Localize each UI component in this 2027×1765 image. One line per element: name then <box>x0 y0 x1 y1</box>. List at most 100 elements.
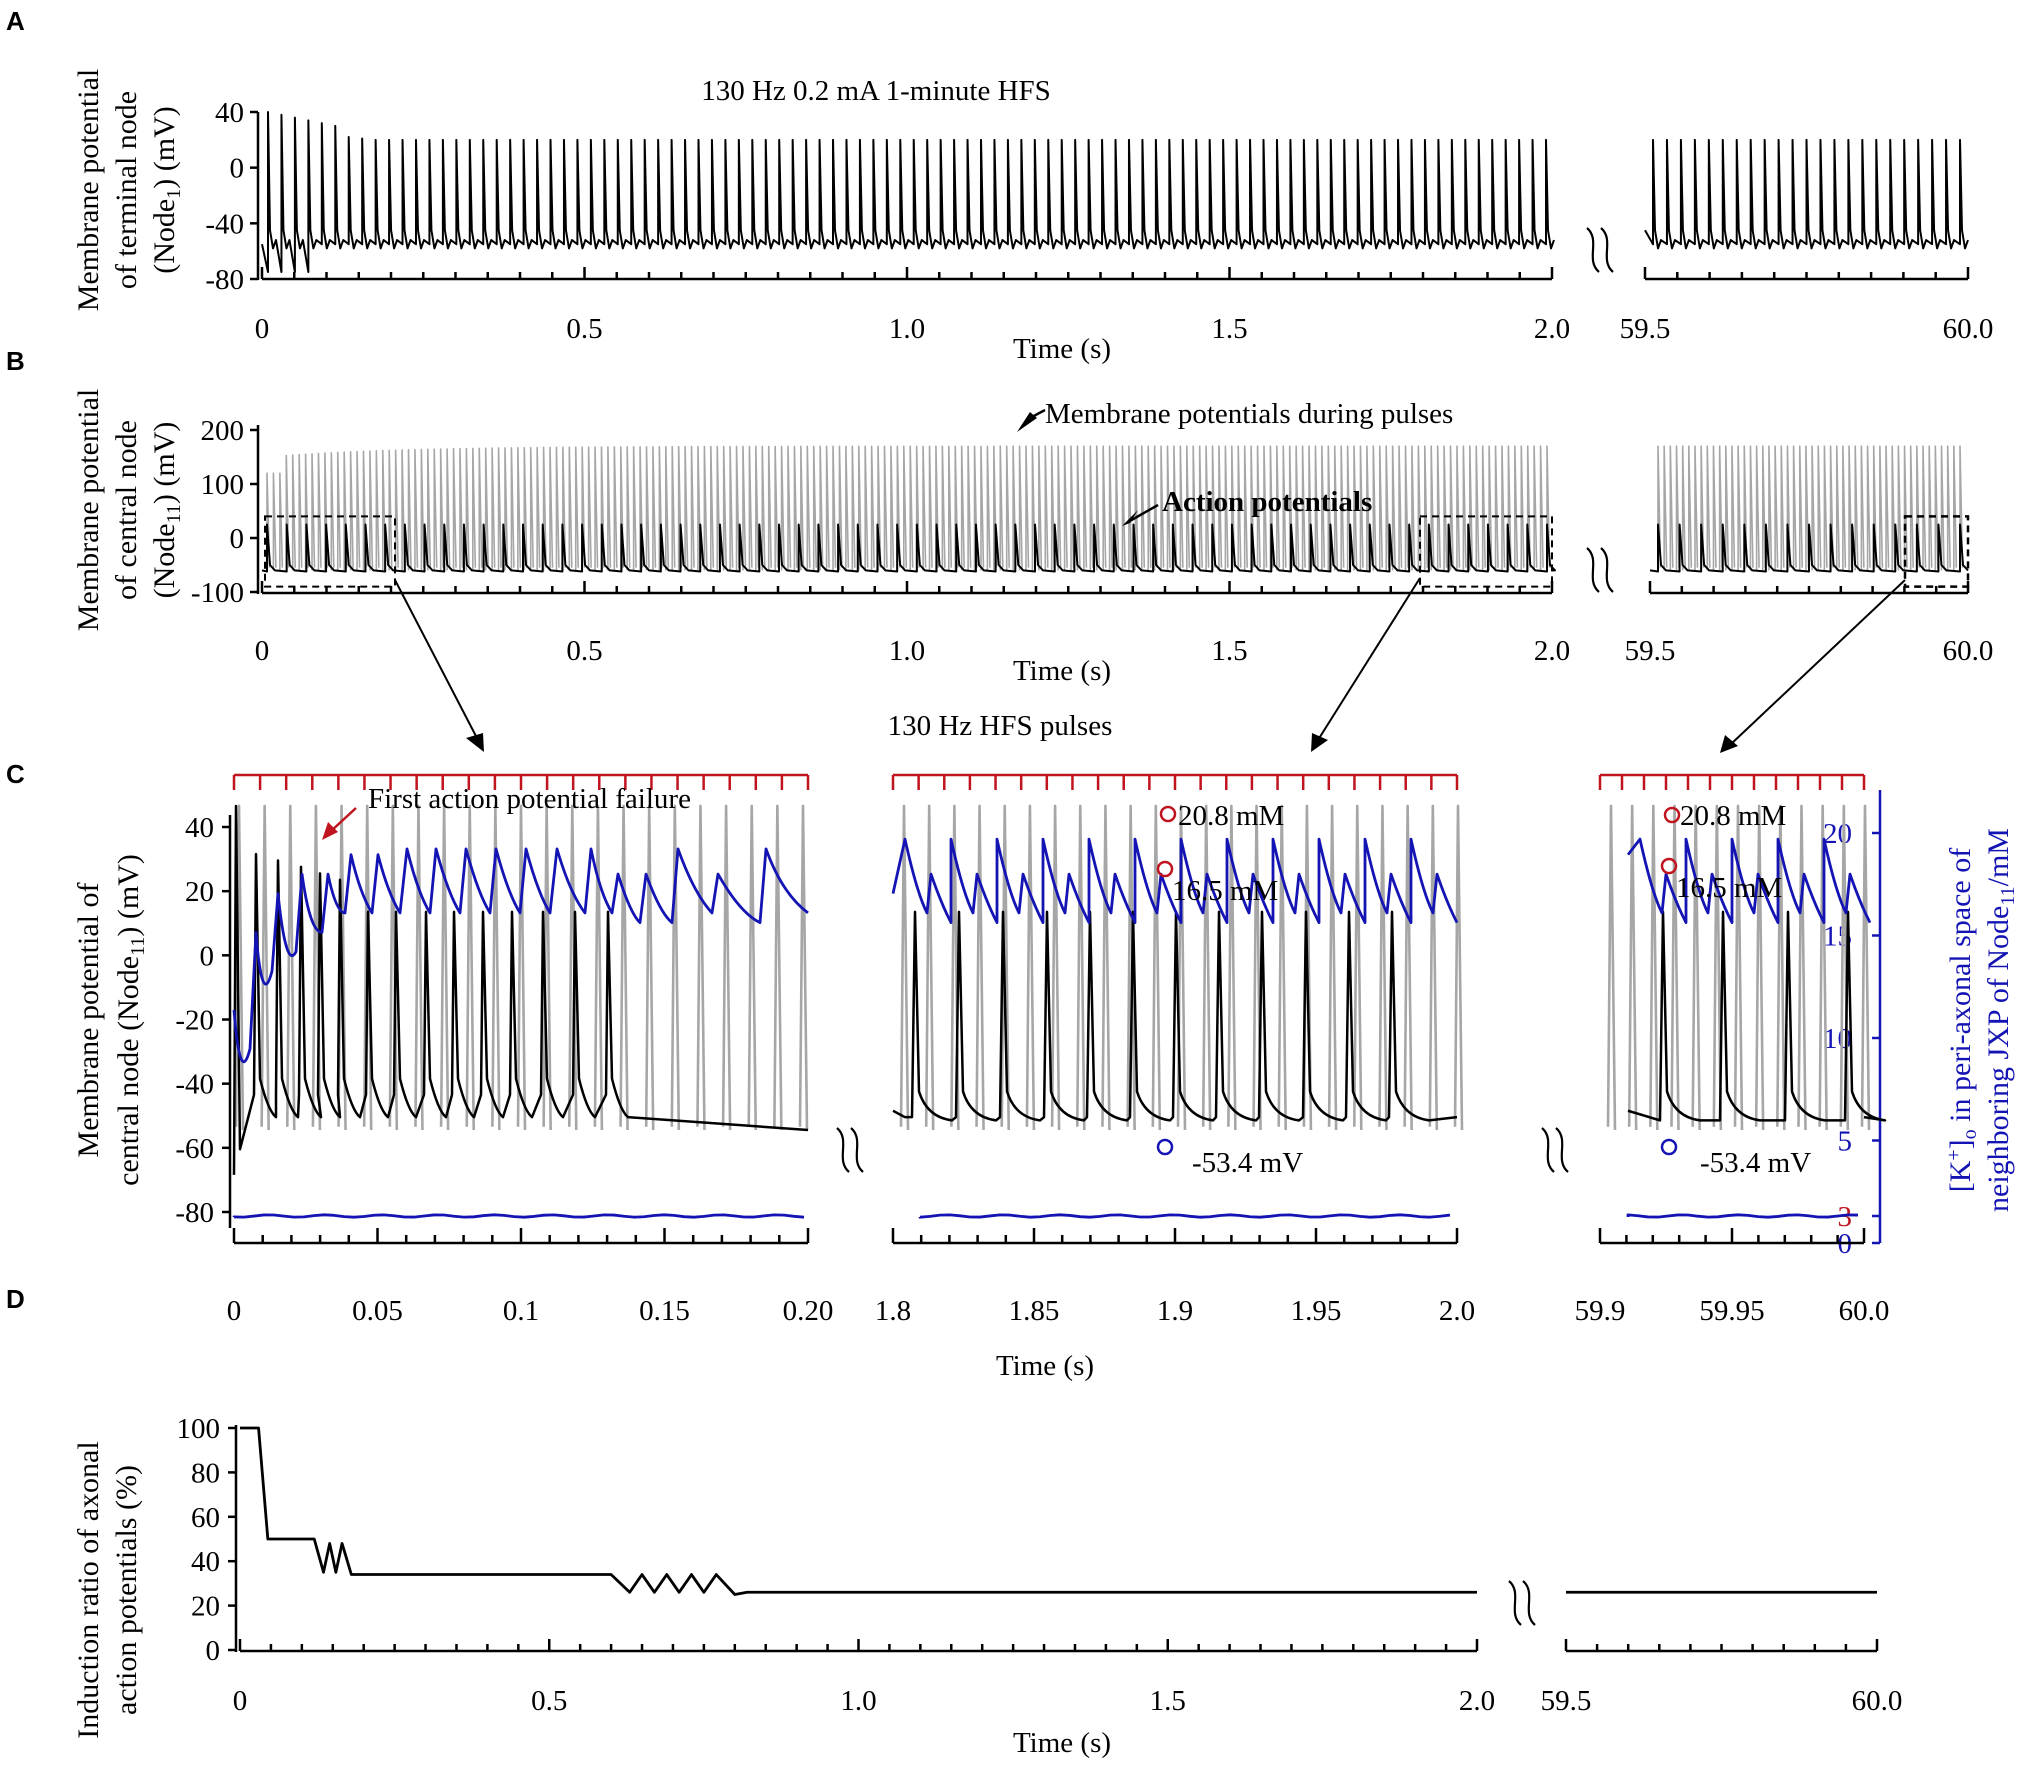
panel-c-ap-trace-2 <box>892 910 1458 1122</box>
panel-a-xtick-label: 60.0 <box>1943 313 1994 345</box>
label-part: (Node <box>148 523 181 598</box>
panel-b-arrowhead-2 <box>1122 510 1138 526</box>
panel-c-ytick-label: 40 <box>185 812 214 844</box>
panel-c-failure-arrow <box>329 807 357 833</box>
panel-c-annotation-vmin-2: -53.4 mV <box>1700 1147 1811 1179</box>
panel-c-k-max-marker <box>1159 805 1177 823</box>
axis-break-stroke <box>1541 1127 1555 1173</box>
axis-break-stroke <box>1586 227 1600 273</box>
panel-b-pulse-trace-right <box>1657 445 1964 571</box>
panel-b-xtick-label: 59.5 <box>1625 635 1676 667</box>
label-part: [K <box>1944 1160 1977 1192</box>
panel-c-xtick-label: 0.20 <box>783 1295 834 1327</box>
panel-c-title: 130 Hz HFS pulses <box>888 710 1113 742</box>
label-subscript: 1 <box>163 189 185 199</box>
panel-c-k-baseline <box>1626 1213 1859 1219</box>
label-part: ) (mV) <box>112 854 145 936</box>
panel-a-ytick-label: 0 <box>230 153 245 185</box>
panel-c-ylabel-line-2: central node (Node11) (mV) <box>112 854 149 1186</box>
panel-label-d: D <box>6 1284 25 1314</box>
panel-a-xtick-label: 2.0 <box>1534 313 1570 345</box>
panel-c-ap-trace-3 <box>1627 910 1887 1122</box>
panel-c-axis-break-2 <box>1541 1127 1569 1173</box>
panel-b-ylabel-line-1: Membrane potential <box>72 389 105 631</box>
axis-break-stroke <box>1600 547 1614 593</box>
panel-c-k-baseline <box>232 1213 805 1219</box>
panel-a-ylabel-line-2: of terminal node <box>110 91 143 289</box>
panel-c-xtick-label: 0.15 <box>639 1295 690 1327</box>
label-subscript: 11 <box>127 937 149 956</box>
panel-c-pulse-trace <box>234 804 809 1131</box>
panel-c-xtick-label: 59.95 <box>1699 1295 1764 1327</box>
panel-d-xtick-label: 1.0 <box>840 1685 876 1717</box>
panel-b-ytick-label: -100 <box>191 577 244 609</box>
zoom-arrow-3 <box>1729 579 1906 746</box>
panel-a-ytick-label: -40 <box>205 208 244 240</box>
panel-b-chart: Membrane potential of central node (Node11… <box>72 389 1993 753</box>
axis-break-stroke <box>1508 1580 1522 1626</box>
panel-c-xtick-label: 0.1 <box>503 1295 539 1327</box>
zoom-arrowhead-3 <box>1720 735 1738 753</box>
panel-d-ytick-label: 0 <box>206 1635 221 1667</box>
panel-c-v-min-marker <box>1156 1138 1174 1156</box>
panel-d-xtick-label: 0 <box>233 1685 248 1717</box>
panel-a-trace-right <box>1644 138 1969 250</box>
panel-c-pulse-comb <box>1598 773 1866 790</box>
panel-a-xlabel: Time (s) <box>1013 333 1111 365</box>
panel-c-annotation-kmax: 20.8 mM <box>1178 800 1284 832</box>
panel-c-k-trace-3 <box>1626 837 1872 925</box>
panel-c-annotation-kmax-2: 20.8 mM <box>1680 800 1786 832</box>
panel-b-annotation-aps: Action potentials <box>1162 486 1372 518</box>
panel-b-ytick-label: 100 <box>201 469 245 501</box>
panel-b-xtick-label: 1.5 <box>1211 635 1247 667</box>
label-part: + <box>1943 1149 1965 1160</box>
panel-c-ytick-label: 20 <box>185 876 214 908</box>
panel-c-v-min-marker-2 <box>1660 1138 1678 1156</box>
panel-c-k-trace-1 <box>232 847 809 1064</box>
panel-b-ylabel-line-3: (Node11) (mV) <box>148 422 185 599</box>
axis-break-stroke <box>1586 547 1600 593</box>
panel-c-failure-arrowhead <box>322 822 338 840</box>
panel-d-xtick-label: 59.5 <box>1541 1685 1592 1717</box>
panel-c-pulse-comb <box>232 773 810 790</box>
panel-c-k-min-marker <box>1156 860 1174 878</box>
panel-d-xlabel: Time (s) <box>1013 1727 1111 1759</box>
panel-d-xtick-label: 1.5 <box>1150 1685 1186 1717</box>
panel-d-induction-trace <box>240 1426 1477 1596</box>
panel-a-xtick-label: 0 <box>255 313 270 345</box>
panel-c-k-baseline <box>918 1213 1451 1219</box>
panel-d-xtick-label: 0.5 <box>531 1685 567 1717</box>
label-subscript: 11 <box>163 504 185 523</box>
zoom-arrow-1 <box>394 579 479 741</box>
panel-d-ytick-label: 20 <box>191 1591 220 1623</box>
panel-c-xtick-label: 1.85 <box>1009 1295 1060 1327</box>
panel-c-xtick-label: 2.0 <box>1439 1295 1475 1327</box>
panel-c-chart: 130 Hz HFS pulses Membrane potential of ce… <box>72 710 2019 1382</box>
label-part: ) (mV) <box>148 422 181 504</box>
panel-b-axis-break <box>1586 547 1614 593</box>
panel-b-ytick-label: 0 <box>230 523 245 555</box>
panel-c-xlabel: Time (s) <box>996 1350 1094 1382</box>
panel-c-xtick-label: 60.0 <box>1839 1295 1890 1327</box>
panel-a-ytick-label: -80 <box>205 264 244 296</box>
panel-c-pulse-trace <box>899 804 1464 1131</box>
panel-a-ytick-label: 40 <box>215 97 244 129</box>
panel-label-c: C <box>6 759 25 789</box>
axis-break-stroke <box>1555 1127 1569 1173</box>
axis-break-stroke <box>836 1127 850 1173</box>
panel-a-xtick-label: 1.5 <box>1211 313 1247 345</box>
label-part: 11 <box>1997 886 2019 905</box>
panel-c-annotation-vmin: -53.4 mV <box>1192 1147 1303 1179</box>
panel-a-trace <box>261 111 1555 274</box>
panel-label-a: A <box>6 6 25 36</box>
panel-c-ytick-label: 0 <box>200 940 215 972</box>
panel-b-zoom-box-3 <box>1903 515 1970 588</box>
panel-label-b: B <box>6 346 25 376</box>
panel-c-pulse-comb <box>891 773 1459 790</box>
panel-a-xtick-label: 59.5 <box>1620 313 1671 345</box>
panel-a-ylabel-line-1: Membrane potential <box>72 69 105 311</box>
panel-b-pulse-trace <box>266 445 1551 571</box>
panel-c-y2tick-label: 20 <box>1823 818 1852 850</box>
zoom-arrowhead-2 <box>1311 733 1328 752</box>
